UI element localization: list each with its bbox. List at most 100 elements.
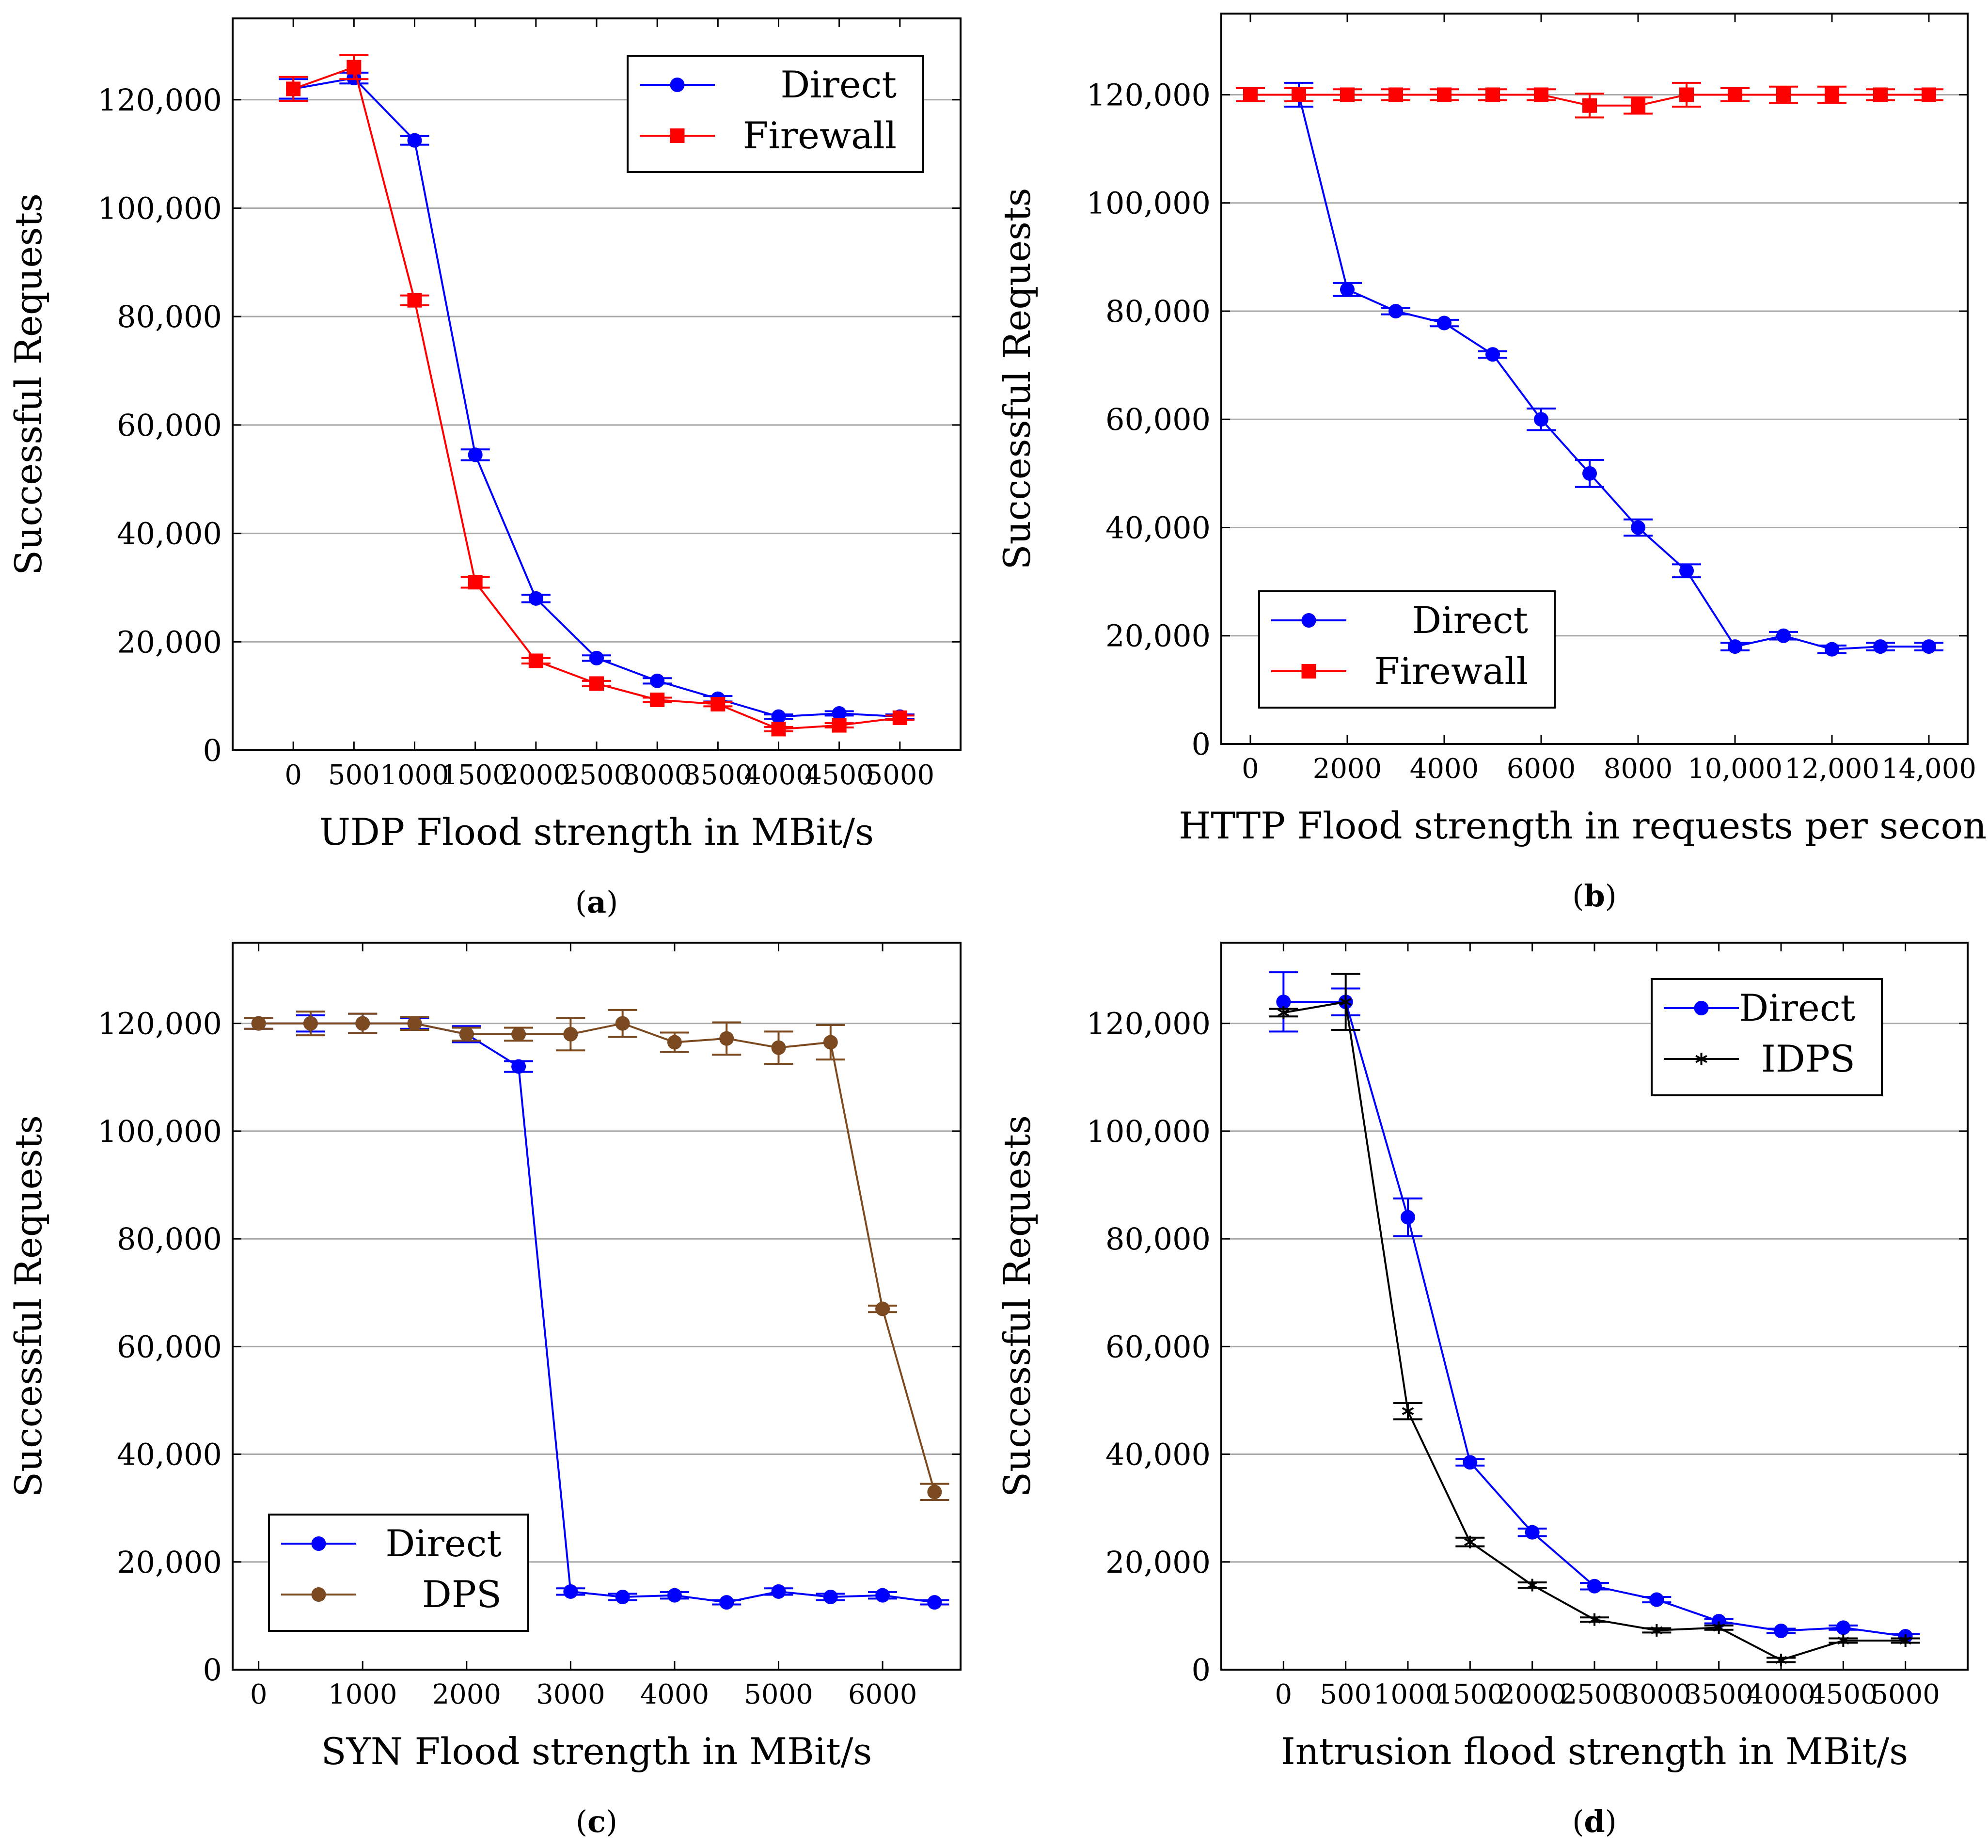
panel-caption: (a) [575,885,618,920]
y-tick-label: 0 [203,733,222,768]
data-point [771,722,786,737]
data-point [1631,98,1645,113]
data-point [1825,642,1839,657]
legend-swatch-marker [670,128,685,143]
data-point [1728,639,1742,654]
y-tick-label: 100,000 [1087,186,1211,221]
series-line [1283,1001,1906,1638]
data-point [1437,316,1452,331]
data-point [1388,303,1403,318]
legend-entry: Firewall [1271,649,1528,693]
x-tick-label: 3000 [536,1679,605,1710]
data-point [927,1595,942,1610]
data-point [667,1588,682,1603]
data-point [589,676,604,691]
x-tick-label: 4000 [744,759,813,791]
data-point [303,1016,318,1031]
x-tick-label: 2000 [502,759,571,791]
y-tick-label: 20,000 [117,1545,222,1580]
legend-box [1258,590,1556,709]
x-tick-label: 4500 [1809,1679,1878,1710]
data-point [615,1016,630,1031]
series-line [258,1022,936,1492]
x-tick-label: 4500 [805,759,874,791]
data-point [875,1588,890,1603]
data-point [650,673,665,688]
data-point [1588,1613,1601,1626]
x-tick-label: 500 [328,759,380,791]
x-tick-label: 4000 [1410,753,1479,785]
series-firewall [279,54,915,737]
x-tick-label: 4000 [1747,1679,1816,1710]
legend-label: Firewall [1374,649,1528,693]
data-point [771,709,786,724]
x-tick-label: 6000 [1507,753,1576,785]
star-stroke [1651,1626,1663,1635]
star-stroke [1899,1636,1911,1645]
data-point [1679,87,1694,102]
series-dps [244,1009,949,1501]
y-tick-label: 60,000 [1105,1329,1211,1364]
data-point [459,1027,474,1042]
data-point [1775,1654,1787,1666]
data-point [1243,87,1258,102]
x-tick-label: 500 [1320,1679,1372,1710]
legend-entry: Direct [281,1522,502,1565]
legend-swatch-marker [1695,1053,1707,1065]
x-tick-label: 1000 [1373,1679,1443,1710]
y-tick-label: 100,000 [98,190,222,226]
legend-entry: Direct [1271,599,1528,642]
caption-paren-close: ) [606,885,618,920]
y-tick-label: 120,000 [1087,77,1211,112]
star-stroke [1837,1636,1849,1645]
caption-paren-close: ) [606,1804,617,1839]
data-point [1774,1624,1788,1638]
x-tick-label: 5000 [866,759,935,791]
x-tick-label: 0 [1242,753,1259,785]
data-point [1340,995,1352,1009]
caption-letter: b [1584,878,1605,914]
x-tick-label: 3500 [1684,1679,1753,1710]
caption-paren-open: ( [1572,1804,1584,1839]
data-point [1825,87,1839,102]
data-point [719,1595,734,1610]
legend: Direct IDPS [1651,978,1883,1096]
x-axis-title: SYN Flood strength in MBit/s [321,1730,872,1773]
y-tick-label: 60,000 [117,408,222,443]
series-line [1250,94,1929,650]
series-line [293,77,900,718]
x-tick-label: 14,000 [1881,753,1976,785]
caption-paren-close: ) [1605,878,1617,914]
legend-swatch-marker [311,1536,326,1551]
data-point [1582,98,1597,113]
legend-entry: Direct [1664,986,1855,1029]
data-point [1713,1621,1725,1634]
y-tick-label: 100,000 [98,1114,222,1149]
data-point [1776,628,1791,643]
y-tick-label: 80,000 [1105,1221,1211,1257]
data-point [1836,1620,1851,1635]
x-tick-label: 1500 [441,759,510,791]
y-tick-label: 80,000 [1105,294,1211,329]
data-point [251,1016,266,1031]
x-tick-label: 1500 [1436,1679,1505,1710]
y-tick-label: 20,000 [117,624,222,660]
data-point [1463,1455,1478,1470]
y-tick-label: 120,000 [98,1006,222,1042]
y-tick-label: 40,000 [117,1437,222,1472]
data-point [1534,87,1548,102]
legend-label: Direct [385,1522,502,1565]
legend-label: Direct [1739,986,1855,1029]
legend-swatch-marker [311,1587,326,1602]
x-tick-label: 5000 [744,1679,813,1710]
star-stroke [1588,1615,1601,1624]
legend-entry: Firewall [640,114,897,157]
data-point [1649,1592,1664,1607]
caption-paren-open: ( [575,885,587,920]
y-axis-title: Successful Requests [7,193,50,575]
legend: Direct DPS [268,1514,529,1632]
data-point [1340,282,1355,297]
panel-c: 0 20,000 40,000 60,000 80,000 100,000 120,000 0… [7,942,962,1839]
data-point [407,1016,422,1031]
panel-caption: (d) [1572,1804,1617,1839]
